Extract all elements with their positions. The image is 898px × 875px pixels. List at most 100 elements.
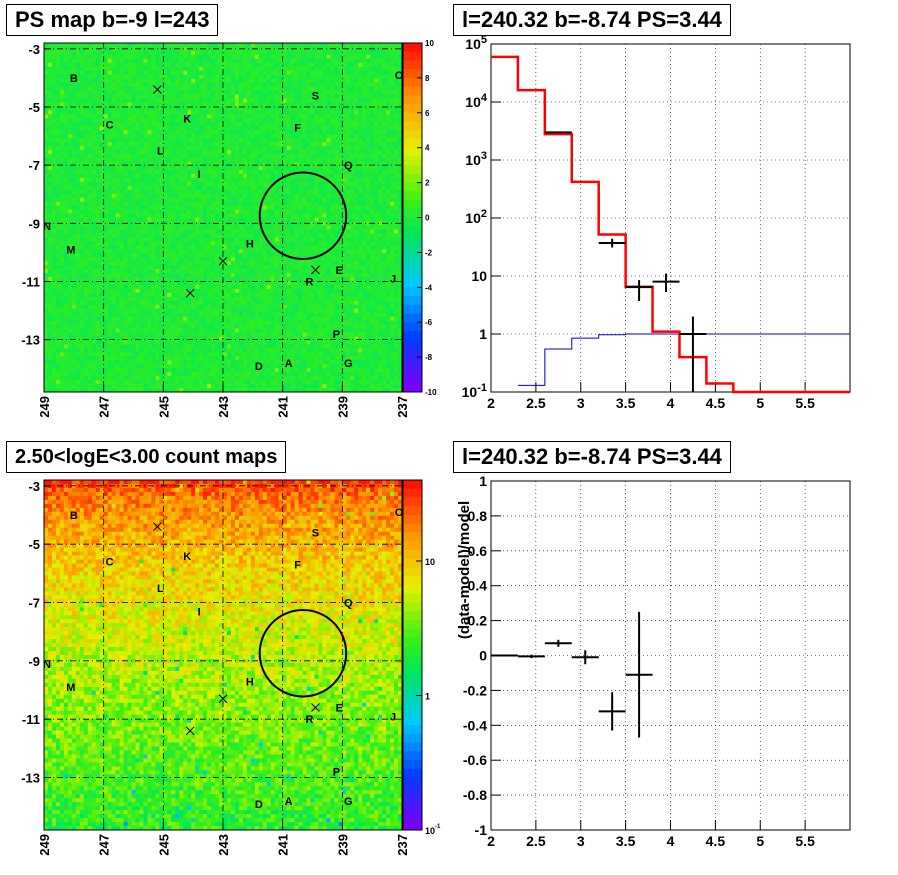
ps-map-xtick-label: 237: [395, 396, 410, 418]
residual-ytick-label: 0.2: [468, 613, 488, 629]
count-map-source-label-M: M: [66, 682, 75, 694]
count-map-xtick-label: 237: [395, 834, 410, 856]
ps-map-source-label-R: R: [306, 276, 314, 288]
residual-ytick-label: -0.6: [463, 752, 487, 768]
ps-map-source-label-N: N: [43, 221, 51, 233]
residual-ytick-label: -0.2: [463, 682, 487, 698]
count-map-source-label-S: S: [312, 528, 319, 540]
residual-ytick-label: 0: [479, 648, 487, 664]
ps-map-source-label-F: F: [294, 122, 301, 134]
spectrum-ytick-label: 10: [471, 268, 487, 284]
spectrum-xtick-label: 2: [487, 395, 495, 411]
ps-map-ytick-label: -5: [28, 100, 40, 115]
ps-map-colorbar-label: -4: [425, 283, 433, 292]
spectrum-top-title: l=240.32 b=-8.74 PS=3.44: [453, 4, 731, 36]
residual-xtick-label: 2.5: [526, 833, 546, 849]
count-map-colorbar-label: 10-1: [425, 824, 441, 836]
residual-ytick-label: 0.6: [468, 543, 488, 559]
ps-map-heatmap-cells: [44, 43, 403, 393]
residual-ytick-label: -1: [475, 822, 488, 838]
ps-map-colorbar-label: 4: [425, 144, 430, 153]
count-map-source-label-D: D: [255, 799, 263, 811]
ps-map-ytick-label: -13: [21, 333, 40, 348]
spectrum-plot: 2 2.5 3 3.5 4 4.5 5 5.5 10-1 1 10 102 103 104 105: [462, 34, 851, 411]
count-map-source-label-Q: Q: [344, 598, 353, 610]
ps-map-ytick-label: -3: [28, 42, 40, 57]
map-top-title: PS map b=-9 l=243: [6, 4, 219, 36]
count-map-colorbar-label: 1: [425, 691, 430, 701]
ps-map-source-label-K: K: [183, 114, 191, 126]
ps-map-source-cross: [311, 265, 320, 275]
count-map-source-cross: [218, 694, 228, 704]
count-map-xtick-label: 249: [37, 834, 52, 856]
count-map-source-label-I: I: [198, 606, 201, 618]
spectrum-xtick-label: 5: [756, 395, 764, 411]
residual-xtick-label: 4: [667, 833, 675, 849]
count-map-ytick-label: -3: [28, 479, 40, 494]
count-map-xtick-label: 243: [216, 834, 231, 856]
spectrum-ytick-label: 104: [465, 92, 488, 110]
count-map-colorbar: 10 1 10-1: [402, 479, 441, 836]
count-map-heatmap: 249 247 245 243 241 239 237 -3 -5 -7 -9 -11 -13 B O S C K…: [21, 479, 410, 856]
ps-map-ytick-label: -9: [28, 216, 40, 231]
count-map-source-cross: [185, 726, 195, 736]
residual-xtick-label: 5.5: [795, 833, 815, 849]
spectrum-ytick-label: 103: [465, 150, 487, 168]
ps-map-source-label-M: M: [66, 244, 75, 256]
ps-map-source-label-G: G: [344, 358, 353, 370]
count-map-xtick-label: 241: [276, 834, 291, 856]
count-map-source-label-K: K: [183, 551, 191, 563]
count-map-ytick-label: -13: [21, 771, 40, 786]
spectrum-ytick-label: 102: [465, 208, 487, 226]
count-map-source-label-P: P: [333, 767, 340, 779]
ps-map-source-label-D: D: [255, 361, 263, 373]
count-map-source-label-N: N: [43, 659, 51, 671]
ps-map-colorbar-label: -10: [425, 388, 437, 397]
count-map-source-label-G: G: [344, 796, 353, 808]
ps-map-source-label-C: C: [106, 119, 114, 131]
residual-ytick-label: 0.8: [468, 508, 488, 524]
ps-map-source-label-E: E: [336, 265, 343, 277]
ps-map-source-label-O: O: [395, 70, 404, 82]
count-map-source-circle: [258, 608, 348, 698]
spectrum-xtick-label: 5.5: [795, 395, 815, 411]
residual-ylabel: (data-model)/model: [456, 501, 473, 639]
spectrum-xtick-label: 2.5: [526, 395, 546, 411]
count-map-source-cross: [153, 522, 162, 532]
spectrum-ytick-label: 1: [479, 326, 487, 342]
count-map-ytick-label: -11: [22, 712, 40, 727]
count-map-source-label-H: H: [246, 676, 254, 688]
ps-map-source-label-I: I: [198, 169, 201, 181]
ps-map-colorbar-label: -8: [425, 353, 433, 362]
ps-map-colorbar-label: -2: [425, 248, 433, 257]
ps-map-source-label-Q: Q: [344, 160, 353, 172]
ps-map-ytick-label: -11: [22, 274, 40, 289]
ps-map-source-label-H: H: [246, 239, 254, 251]
residual-xtick-label: 2: [487, 833, 495, 849]
ps-map-source-cross: [218, 256, 228, 266]
ps-map-source-label-A: A: [285, 358, 293, 370]
ps-map-xtick-label: 241: [276, 396, 291, 418]
residual-xtick-label: 4.5: [706, 833, 726, 849]
count-map-xtick-label: 247: [97, 834, 112, 856]
ps-map-source-circle: [258, 171, 348, 261]
ps-map-xtick-label: 249: [37, 396, 52, 418]
ps-map-ytick-label: -7: [28, 158, 40, 173]
count-map-source-label-F: F: [294, 560, 301, 572]
ps-map-xtick-label: 243: [216, 396, 231, 418]
ps-map-colorbar-label: 8: [425, 74, 430, 83]
count-map-source-label-R: R: [306, 714, 314, 726]
count-map-source-label-J: J: [390, 711, 396, 723]
spectrum-xtick-label: 3.5: [616, 395, 636, 411]
ps-map-xtick-label: 247: [97, 396, 112, 418]
ps-map-colorbar-label: 2: [425, 179, 430, 188]
spectrum-background-step: [517, 333, 850, 386]
ps-map-colorbar-label: 10: [425, 39, 434, 48]
ps-map-colorbar-label: 6: [425, 109, 430, 118]
count-map-colorbar-label: 10: [425, 557, 435, 567]
ps-map-colorbar-label: -6: [425, 318, 433, 327]
ps-map-xtick-label: 239: [335, 396, 350, 418]
residual-xtick-label: 5: [756, 833, 764, 849]
count-map-ytick-label: -5: [28, 537, 40, 552]
count-map-xtick-label: 239: [335, 834, 350, 856]
